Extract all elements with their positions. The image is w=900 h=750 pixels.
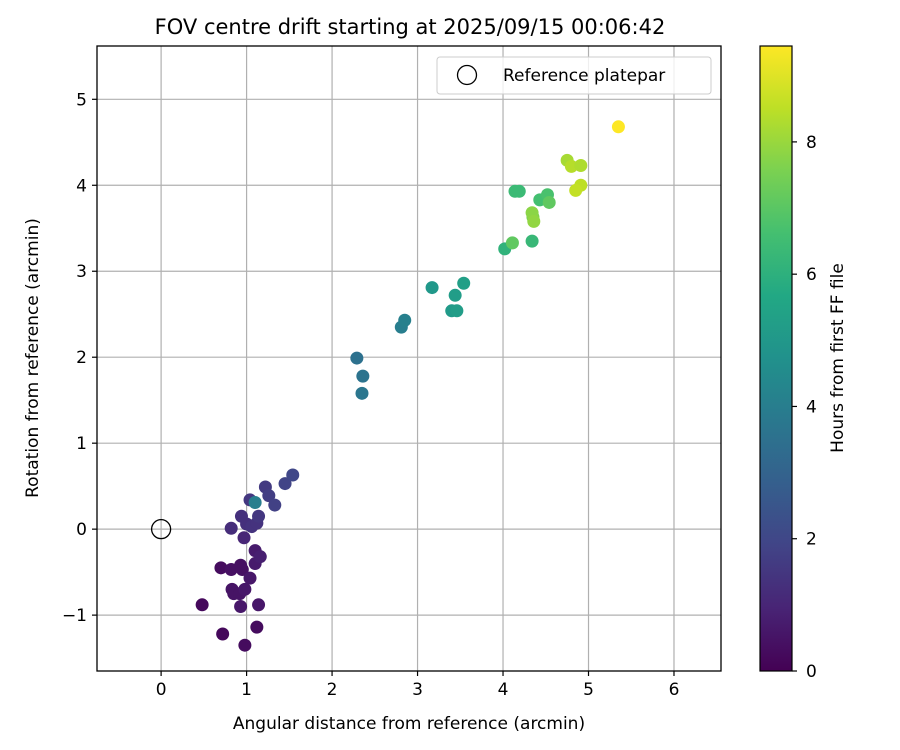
data-point <box>250 620 264 634</box>
x-axis-ticks: 0 1 2 3 4 5 6 <box>156 671 680 700</box>
legend-box <box>436 56 712 95</box>
x-tick-label: 2 <box>327 680 338 700</box>
data-points <box>195 120 625 652</box>
data-point <box>238 582 252 596</box>
y-axis-label: Rotation from reference (arcmin) <box>23 218 43 498</box>
data-point <box>278 477 292 491</box>
data-point <box>216 627 230 641</box>
legend-marker <box>456 64 478 86</box>
x-tick-label: 1 <box>241 680 252 700</box>
x-axis-label: Angular distance from reference (arcmin) <box>233 714 585 734</box>
data-point <box>448 288 462 302</box>
y-tick-label: 5 <box>76 90 87 110</box>
data-point <box>286 468 300 482</box>
data-point <box>252 509 266 523</box>
colorbar-tick-label: 6 <box>806 265 817 285</box>
data-point <box>234 600 248 614</box>
data-point <box>398 313 412 327</box>
data-point <box>450 304 464 318</box>
colorbar-label: Hours from first FF file <box>828 263 848 453</box>
data-point <box>237 531 251 545</box>
colorbar-tick-label: 8 <box>806 133 817 153</box>
data-point <box>224 521 238 535</box>
y-tick-label: 3 <box>76 262 87 282</box>
x-tick-label: 5 <box>583 680 594 700</box>
colorbar-tick-label: 4 <box>806 397 817 417</box>
data-point <box>252 598 266 612</box>
colorbar <box>759 45 793 672</box>
data-point <box>542 195 556 209</box>
data-point <box>243 571 257 585</box>
data-point <box>512 184 526 198</box>
data-point <box>253 550 267 564</box>
data-point <box>195 598 209 612</box>
data-point <box>527 214 541 228</box>
y-axis-ticks: −1 0 1 2 3 4 5 <box>62 90 97 626</box>
chart-title: FOV centre drift starting at 2025/09/15 … <box>155 15 666 39</box>
data-point <box>574 158 588 172</box>
data-point <box>262 489 276 503</box>
y-tick-label: 2 <box>76 348 87 368</box>
data-point <box>611 120 625 134</box>
data-point <box>355 386 369 400</box>
y-tick-label: −1 <box>62 606 87 626</box>
data-point <box>505 236 519 250</box>
legend: Reference platepar <box>436 56 712 95</box>
grid-lines <box>97 46 721 671</box>
plot-frame <box>96 45 722 672</box>
data-point <box>425 281 439 295</box>
y-tick-label: 0 <box>76 520 87 540</box>
data-point <box>564 159 578 173</box>
data-point <box>238 638 252 652</box>
x-tick-label: 0 <box>156 680 167 700</box>
data-point <box>235 563 249 577</box>
x-tick-label: 3 <box>412 680 423 700</box>
data-point <box>457 276 471 290</box>
x-tick-label: 6 <box>669 680 680 700</box>
x-tick-label: 4 <box>498 680 509 700</box>
legend-entry: Reference platepar <box>503 66 665 86</box>
colorbar-ticks: 0 2 4 6 8 <box>792 133 817 682</box>
colorbar-tick-label: 0 <box>806 662 817 682</box>
data-point <box>569 183 583 197</box>
colorbar-tick-label: 2 <box>806 530 817 550</box>
reference-point <box>150 518 172 540</box>
y-tick-label: 4 <box>76 176 87 196</box>
data-point <box>214 561 228 575</box>
data-point <box>268 498 282 512</box>
y-tick-label: 1 <box>76 434 87 454</box>
reference-marker <box>150 518 172 540</box>
data-point <box>350 351 364 365</box>
data-point <box>525 234 539 248</box>
data-point <box>248 495 262 509</box>
data-point <box>356 369 370 383</box>
